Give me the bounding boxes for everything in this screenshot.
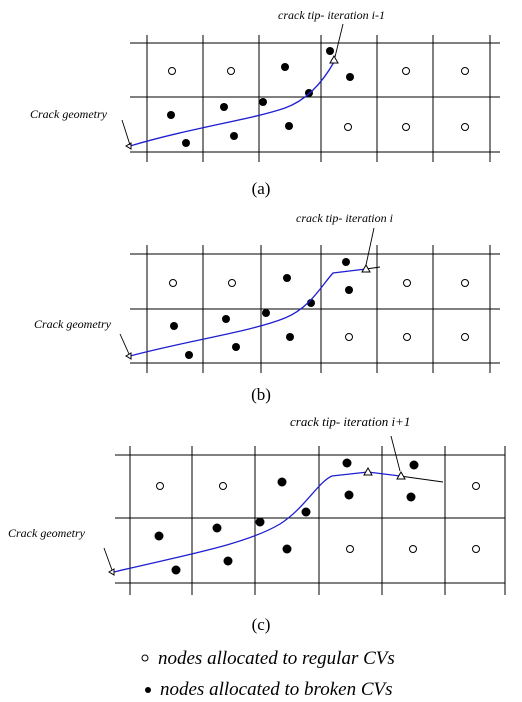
panel-a-caption: (a) [252,179,271,198]
broken-node [342,258,350,266]
panel-a-broken-nodes [167,47,354,147]
panel-a: Crack geometry crack tip- iteration i-1 … [30,8,500,198]
panel-c-geometry-arrow [103,547,113,571]
panel-b-caption: (b) [251,385,271,404]
panel-c: Crack geometry crack tip- iteration i+1 … [8,414,506,634]
broken-node [281,63,289,71]
broken-node [230,132,238,140]
regular-node [461,123,469,131]
regular-node [345,333,353,341]
panel-c-grid [115,446,506,595]
regular-node [169,279,177,287]
broken-node [409,460,419,470]
panel-b-tip-arrow [365,227,375,266]
broken-node [212,523,222,533]
panel-c-crack-extension [399,475,444,483]
broken-node [220,103,228,111]
panel-c-crack-line [113,471,401,573]
regular-node [168,67,176,75]
panel-c-crack-start-marker [108,568,115,576]
regular-node [461,67,469,75]
broken-node [185,351,193,359]
panel-c-regular-nodes [156,482,480,553]
regular-node [156,482,164,490]
panel-c-tip-arrow [390,435,401,472]
panel-b-geometry-arrow [119,333,130,355]
panel-b-grid [130,245,500,373]
regular-node [346,545,354,553]
panel-c-caption: (c) [252,615,271,634]
broken-node [283,274,291,282]
broken-node [223,556,233,566]
panel-a-tip-arrow [334,23,344,58]
panel-c-crack-tip-marker [396,470,406,480]
broken-node [232,343,240,351]
legend-regular-label: nodes allocated to regular CVs [158,648,395,669]
panel-b-tip-label: crack tip- iteration i [296,211,393,225]
regular-node [402,67,410,75]
panel-a-geometry-arrow [121,119,131,146]
regular-node [461,279,469,287]
regular-node [219,482,227,490]
broken-node [286,333,294,341]
broken-node [170,322,178,330]
panel-a-crack-start-marker [125,142,132,150]
broken-node [259,98,267,106]
panel-b-crack-start-marker [125,352,132,360]
panel-b-crack-geometry-label: Crack geometry [34,317,112,331]
regular-node [472,482,480,490]
broken-node [255,517,265,527]
panel-a-tip-label: crack tip- iteration i-1 [278,8,385,22]
panel-c-tip-label: crack tip- iteration i+1 [290,414,410,429]
regular-node [461,333,469,341]
regular-node [227,67,235,75]
broken-node [277,477,287,487]
regular-node [228,279,236,287]
panel-b: Crack geometry crack tip- iteration i (b… [34,211,500,404]
panel-a-crack-line [129,61,335,147]
broken-node [282,544,292,554]
broken-node [262,309,270,317]
regular-node [402,123,410,131]
broken-node [222,315,230,323]
broken-node [346,73,354,81]
broken-node [344,490,354,500]
panel-b-crack-tip-marker [361,263,371,273]
broken-node [154,531,164,541]
panel-a-grid [130,35,500,162]
legend: nodes allocated to regular CVs nodes all… [141,648,395,700]
panel-c-broken-nodes [154,458,419,575]
regular-node [409,545,417,553]
regular-node [403,333,411,341]
regular-node [344,123,352,131]
broken-node [171,565,181,575]
legend-broken-node-icon [145,687,151,693]
broken-node [342,458,352,468]
legend-regular-node-icon [141,654,149,662]
legend-broken-label: nodes allocated to broken CVs [160,679,393,700]
broken-node [345,286,353,294]
broken-node [326,47,334,55]
panel-b-regular-nodes [169,279,469,341]
broken-node [301,507,311,517]
panel-c-crack-geometry-label: Crack geometry [8,526,86,540]
panel-a-regular-nodes [168,67,469,131]
regular-node [472,545,480,553]
broken-node [406,492,416,502]
panel-c-tip-previous-marker [363,466,373,476]
panel-a-crack-tip-marker [329,54,339,64]
broken-node [182,139,190,147]
panel-b-broken-nodes [170,258,353,359]
panel-a-crack-geometry-label: Crack geometry [30,107,108,121]
regular-node [403,279,411,287]
broken-node [285,122,293,130]
broken-node [167,111,175,119]
panel-b-crack-line [129,268,367,357]
